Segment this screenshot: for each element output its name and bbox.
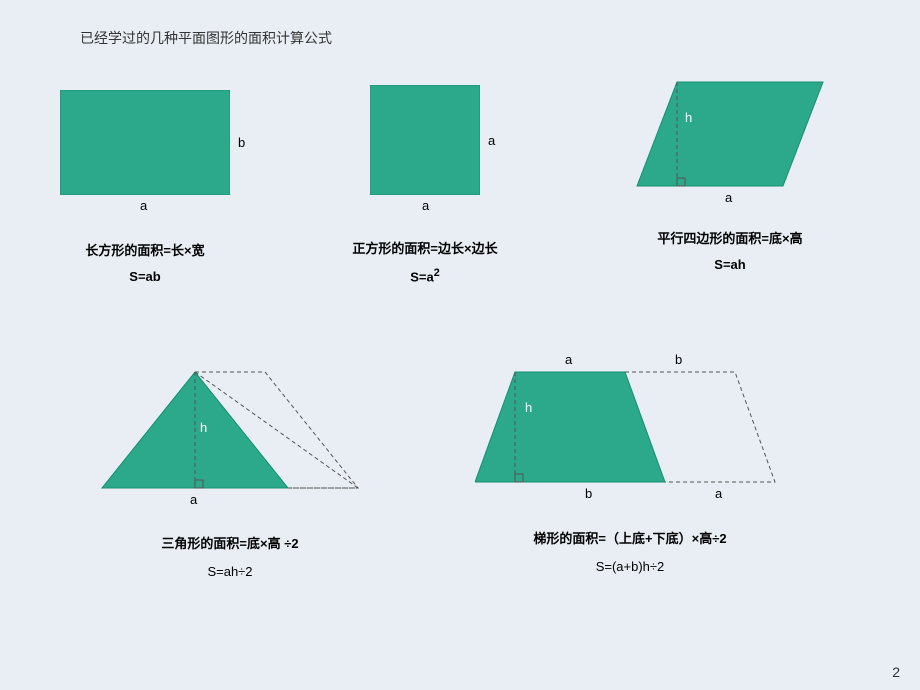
trapezoid-formula: S=(a+b)h÷2 [465,559,795,574]
parallelogram-shape: h a [635,80,825,188]
square-block: a a 正方形的面积=边长×边长 S=a2 [345,85,505,284]
rectangle-formula: S=ab [45,269,245,284]
sq-label-bottom: a [422,198,429,213]
tri-label-a: a [190,492,197,507]
triangle-shape: h a [100,370,360,490]
trap-label-b-bottom: b [585,486,592,501]
rect-label-a: a [140,198,147,213]
trap-label-h: h [525,400,532,415]
square-formula: S=a2 [345,267,505,284]
rectangle-shape: b a [60,90,230,195]
rect-label-b: b [238,135,245,150]
square-shape: a a [370,85,480,195]
parallelogram-desc: 平行四边形的面积=底×高 [620,228,840,247]
parallelogram-formula: S=ah [620,257,840,272]
page-title: 已经学过的几种平面图形的面积计算公式 [80,28,332,48]
trap-label-a-top: a [565,352,572,367]
para-label-a: a [725,190,732,205]
para-label-h: h [685,110,692,125]
triangle-desc: 三角形的面积=底×高 ÷2 [100,533,360,552]
page-number: 2 [892,664,900,680]
trapezoid-shape: a b h b a [475,370,785,485]
trap-label-b-top: b [675,352,682,367]
triangle-formula: S=ah÷2 [100,564,360,579]
trapezoid-block: a b h b a 梯形的面积=（上底+下底）×高÷2 S=(a+b)h÷2 [465,370,795,574]
rectangle-block: b a 长方形的面积=长×宽 S=ab [45,90,245,284]
trap-label-a-bottom: a [715,486,722,501]
parallelogram-block: h a 平行四边形的面积=底×高 S=ah [620,80,840,272]
rectangle-desc: 长方形的面积=长×宽 [45,240,245,259]
triangle-block: h a 三角形的面积=底×高 ÷2 S=ah÷2 [100,370,360,579]
sq-label-side: a [488,133,495,148]
square-formula-exp: 2 [434,267,440,279]
square-formula-base: S=a [410,269,434,284]
trapezoid-desc: 梯形的面积=（上底+下底）×高÷2 [465,528,795,547]
tri-label-h: h [200,420,207,435]
square-desc: 正方形的面积=边长×边长 [345,238,505,257]
